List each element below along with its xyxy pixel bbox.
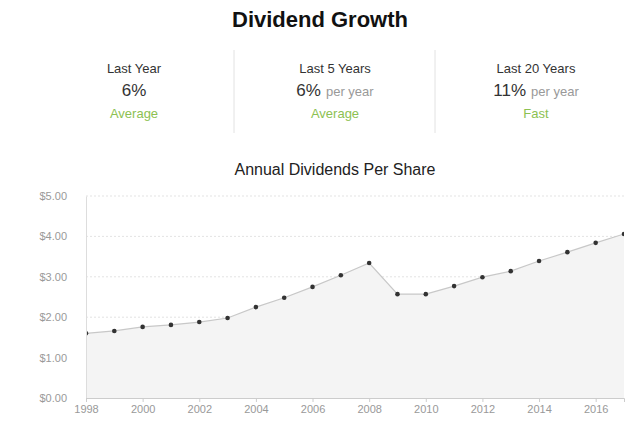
- x-tick: 2000: [131, 398, 155, 415]
- y-tick: $1.00: [39, 352, 86, 364]
- x-tick-label: 2006: [301, 403, 325, 415]
- x-tick-mark: [539, 398, 540, 402]
- chart-title: Annual Dividends Per Share: [234, 161, 435, 178]
- y-tick-label: $5.00: [39, 190, 67, 202]
- y-axis-line: [86, 197, 87, 399]
- grid-line: [86, 196, 624, 197]
- y-tick-label: $2.00: [39, 311, 67, 323]
- x-tick-label: 2004: [244, 403, 268, 415]
- x-tick-mark: [426, 398, 427, 402]
- x-tick-label: 2012: [471, 403, 495, 415]
- plot: [86, 232, 624, 398]
- x-tick-label: 2014: [527, 403, 551, 415]
- stat-suffix: per year: [531, 84, 579, 99]
- x-tick-mark: [596, 398, 597, 402]
- x-tick-label: 2008: [357, 403, 381, 415]
- point: [310, 285, 315, 290]
- point: [367, 261, 372, 266]
- x-tick: 2014: [527, 398, 551, 415]
- y-tick-label: $0.00: [39, 392, 67, 404]
- y-tick: $4.00: [39, 230, 86, 242]
- x-tick-mark: [256, 398, 257, 402]
- x-tick-label: 2010: [414, 403, 438, 415]
- point: [593, 241, 598, 246]
- y-tick: $3.00: [39, 271, 86, 283]
- x-tick-mark: [369, 398, 370, 402]
- point: [254, 305, 259, 310]
- stat-box: Last 5 Years 6% per year Average: [296, 61, 374, 121]
- stat-box: Last 20 Years 11% per year Fast: [493, 61, 579, 121]
- divider: [435, 50, 436, 133]
- point: [395, 292, 400, 297]
- stat-period: Last Year: [107, 61, 162, 76]
- x-axis: 1998 2000 2002 2004 2006 2008 2010 2012 2014 2016: [74, 398, 624, 415]
- x-tick-mark: [199, 398, 200, 402]
- stat-period: Last 20 Years: [497, 61, 576, 76]
- y-tick-label: $4.00: [39, 230, 67, 242]
- x-tick-label: 2016: [584, 403, 608, 415]
- point: [423, 292, 428, 297]
- point: [339, 273, 344, 278]
- x-tick: 2004: [244, 398, 268, 415]
- stat-period: Last 5 Years: [299, 61, 371, 76]
- y-tick: $5.00: [39, 190, 86, 202]
- point: [452, 284, 457, 289]
- page: Dividend GrowthLast Year6%AverageLast 5 …: [0, 0, 640, 426]
- x-tick: 1998: [74, 398, 98, 415]
- y-tick-label: $1.00: [39, 352, 67, 364]
- point: [197, 320, 202, 325]
- stat-box: Last Year 6% Average: [107, 61, 162, 121]
- x-tick: 2006: [301, 398, 325, 415]
- x-tick-mark: [143, 398, 144, 402]
- stat-value: 11% per year: [493, 81, 579, 100]
- x-tick-mark: [313, 398, 314, 402]
- stat-number: 6%: [296, 81, 321, 100]
- y-tick-label: $3.00: [39, 271, 67, 283]
- stat-rating: Average: [110, 106, 158, 121]
- point: [508, 269, 513, 274]
- grid: [86, 196, 624, 398]
- point: [537, 259, 542, 264]
- x-axis-line: [87, 399, 625, 403]
- area: [86, 234, 624, 398]
- point: [480, 275, 485, 280]
- stat-rating: Fast: [523, 106, 549, 121]
- point: [140, 325, 145, 330]
- x-tick: 2016: [584, 398, 608, 415]
- stat-number: 11%: [493, 81, 526, 100]
- point: [112, 329, 117, 334]
- divider: [234, 50, 235, 133]
- stat-value: 6% per year: [296, 81, 374, 100]
- page-title: Dividend Growth: [232, 7, 408, 32]
- stat-rating: Average: [311, 106, 359, 121]
- grid-line: [86, 236, 624, 237]
- y-axis: $0.00 $1.00 $2.00 $3.00 $4.00 $5.00: [39, 190, 86, 404]
- point: [169, 323, 174, 328]
- point: [622, 232, 624, 237]
- x-tick: 2008: [357, 398, 381, 415]
- point: [565, 250, 570, 255]
- x-tick-mark: [86, 398, 87, 402]
- point: [225, 316, 230, 321]
- stat-number: 6%: [122, 81, 147, 100]
- x-tick-label: 1998: [74, 403, 98, 415]
- x-tick-mark: [482, 398, 483, 402]
- point: [282, 296, 287, 301]
- x-tick: 2010: [414, 398, 438, 415]
- x-tick: 2002: [188, 398, 212, 415]
- x-tick-label: 2000: [131, 403, 155, 415]
- x-tick-label: 2002: [188, 403, 212, 415]
- y-tick: $2.00: [39, 311, 86, 323]
- line: [86, 234, 624, 333]
- stat-value: 6%: [122, 81, 147, 100]
- x-tick: 2012: [471, 398, 495, 415]
- stat-suffix: per year: [326, 84, 374, 99]
